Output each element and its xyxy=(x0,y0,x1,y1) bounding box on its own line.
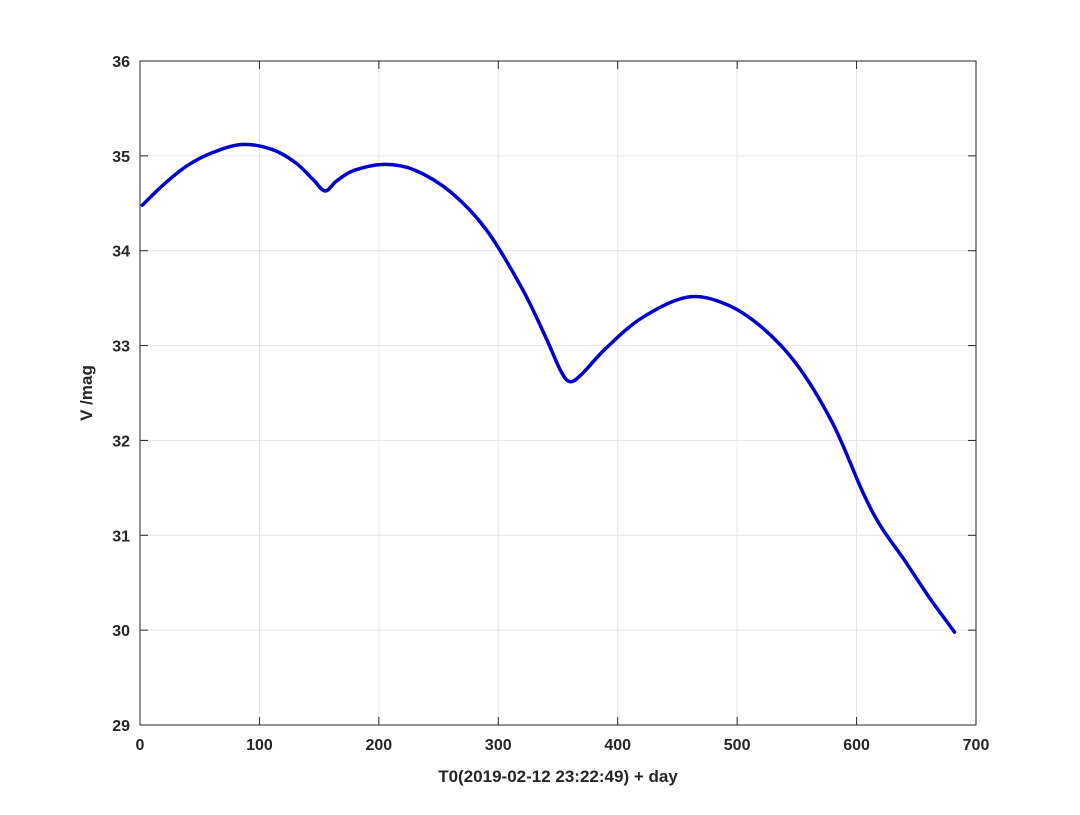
y-tick-label: 29 xyxy=(112,718,130,735)
x-tick-label: 400 xyxy=(604,737,631,754)
y-tick-label: 36 xyxy=(112,54,130,71)
y-axis-label: V /mag xyxy=(77,365,96,421)
x-tick-label: 200 xyxy=(366,737,393,754)
x-tick-label: 300 xyxy=(485,737,512,754)
plot-frame xyxy=(139,60,977,726)
y-tick-label: 32 xyxy=(112,433,130,450)
y-tick-label: 34 xyxy=(112,244,130,261)
x-tick-label: 700 xyxy=(963,737,990,754)
x-tick-label: 0 xyxy=(136,737,145,754)
tick-marks xyxy=(139,60,977,726)
x-tick-label: 600 xyxy=(843,737,870,754)
x-tick-label: 100 xyxy=(246,737,273,754)
series-line xyxy=(140,142,957,634)
y-tick-labels: 29 30 31 32 33 34 35 36 xyxy=(112,54,130,735)
y-tick-label: 30 xyxy=(112,623,130,640)
plot-area xyxy=(140,61,976,725)
grid-lines xyxy=(140,61,976,725)
series-layer xyxy=(140,142,957,634)
y-tick-label: 33 xyxy=(112,339,130,356)
x-tick-labels: 0 100 200 300 400 500 600 700 xyxy=(136,737,990,754)
x-axis-label: T0(2019-02-12 23:22:49) + day xyxy=(438,767,678,786)
y-tick-label: 35 xyxy=(112,149,130,166)
y-tick-label: 31 xyxy=(112,528,130,545)
x-tick-label: 500 xyxy=(724,737,751,754)
